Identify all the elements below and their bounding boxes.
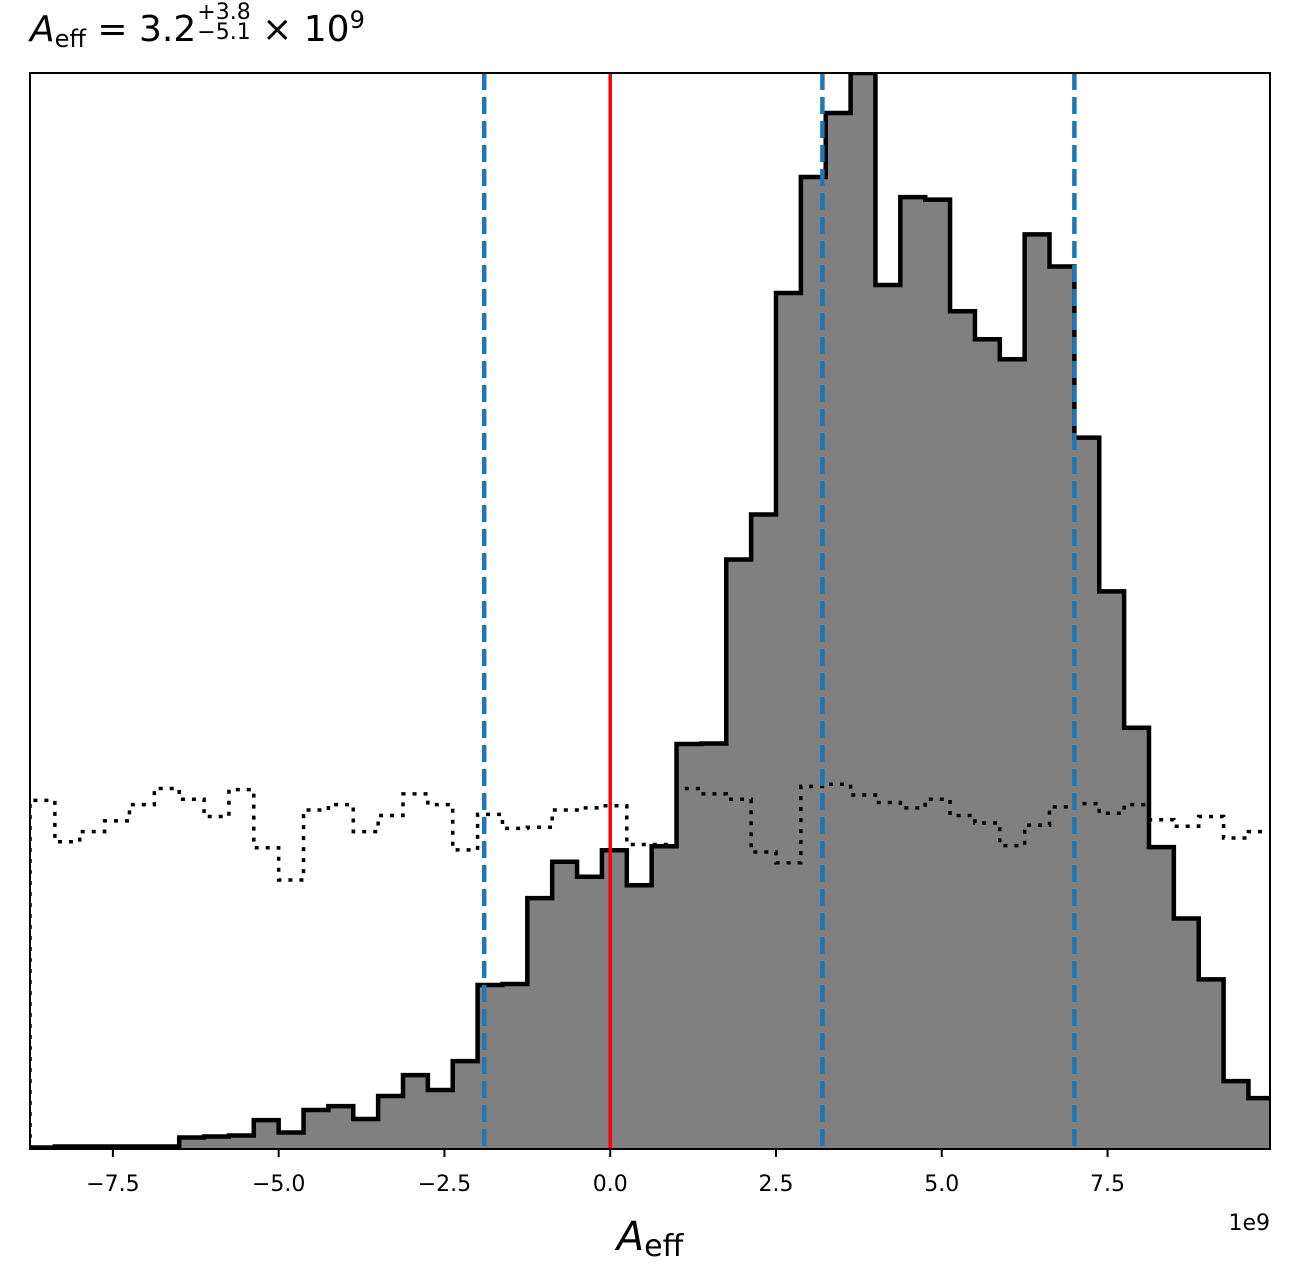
histogram-bar bbox=[974, 339, 1001, 1149]
histogram-bar bbox=[701, 743, 727, 1149]
x-axis-label-subscript: eff bbox=[644, 1229, 684, 1264]
chart-title: Aeff = 3.2 +3.8 −5.1 × 109 bbox=[30, 0, 365, 54]
histogram-bar bbox=[204, 1136, 230, 1149]
x-tick-label: −2.5 bbox=[418, 1172, 471, 1197]
histogram-bar bbox=[1223, 1081, 1250, 1149]
x-axis-label-symbol: A bbox=[614, 1214, 644, 1260]
x-tick-label: 2.5 bbox=[758, 1172, 793, 1197]
histogram-bar bbox=[1099, 591, 1125, 1149]
x-tick-label: −5.0 bbox=[252, 1172, 305, 1197]
plot-area bbox=[30, 73, 1289, 1149]
x-tick-label: −7.5 bbox=[86, 1172, 139, 1197]
histogram-bar bbox=[1148, 847, 1175, 1149]
histogram-bar bbox=[527, 898, 553, 1149]
title-scale: × 10 bbox=[262, 9, 350, 50]
histogram-bar bbox=[900, 197, 926, 1149]
histogram-bar bbox=[278, 1132, 305, 1149]
x-tick-label: 0.0 bbox=[593, 1172, 628, 1197]
histogram-bar bbox=[328, 1106, 354, 1149]
title-symbol: A bbox=[30, 9, 55, 50]
histogram-bar bbox=[427, 1090, 454, 1149]
plot-frame bbox=[29, 72, 1271, 1150]
histogram-bar bbox=[1074, 437, 1100, 1149]
histogram-bar bbox=[950, 311, 976, 1149]
histogram-bar bbox=[999, 359, 1026, 1149]
posterior-outline bbox=[30, 73, 1270, 1149]
histogram-bar bbox=[502, 984, 528, 1149]
histogram-bar bbox=[1198, 979, 1225, 1149]
histogram-bar bbox=[626, 885, 653, 1149]
x-tick-label: 5.0 bbox=[924, 1172, 959, 1197]
histogram-bar bbox=[179, 1137, 205, 1149]
histogram-bar bbox=[1273, 1113, 1289, 1149]
histogram-bar bbox=[477, 985, 504, 1149]
title-lower-error: −5.1 bbox=[197, 20, 251, 45]
histogram-bar bbox=[775, 293, 802, 1149]
chart-marks bbox=[30, 73, 1289, 1149]
histogram-bar bbox=[875, 284, 901, 1149]
histogram-bar bbox=[601, 850, 628, 1149]
title-exponent: 9 bbox=[349, 6, 365, 34]
histogram-bar bbox=[1124, 727, 1150, 1149]
histogram-bar bbox=[1024, 234, 1051, 1149]
histogram-bar bbox=[378, 1096, 404, 1149]
histogram-bar bbox=[1173, 918, 1200, 1149]
histogram-bar bbox=[825, 113, 852, 1149]
histogram-bar bbox=[925, 199, 951, 1149]
title-subscript: eff bbox=[54, 25, 86, 53]
histogram-bar bbox=[676, 743, 702, 1149]
histogram-bar bbox=[726, 559, 752, 1149]
histogram-bar bbox=[651, 846, 678, 1149]
title-median: 3.2 bbox=[139, 9, 197, 50]
x-axis-offset-label: 1e9 bbox=[1228, 1211, 1270, 1236]
title-upper-error: +3.8 bbox=[197, 0, 251, 25]
histogram-bar bbox=[353, 1118, 379, 1149]
x-axis-label: Aeff bbox=[614, 1214, 685, 1264]
x-tick-label: 7.5 bbox=[1090, 1172, 1125, 1197]
histogram-bar bbox=[303, 1110, 329, 1149]
histogram-bar bbox=[228, 1135, 255, 1149]
histogram-bar bbox=[452, 1061, 479, 1149]
histogram-bar bbox=[1049, 266, 1075, 1149]
histogram-bar bbox=[751, 514, 777, 1149]
title-errors: +3.8 −5.1 bbox=[197, 0, 251, 45]
histogram-bar bbox=[850, 73, 877, 1149]
x-ticks: −7.5 −5.0 −2.5 0.0 2.5 5.0 7.5 bbox=[86, 1149, 1125, 1197]
prior-line bbox=[30, 782, 1270, 1149]
histogram-bar bbox=[253, 1120, 280, 1149]
histogram-bar bbox=[402, 1075, 429, 1149]
histogram-bar bbox=[577, 876, 603, 1149]
histogram-bar bbox=[552, 861, 578, 1149]
histogram-bar bbox=[1248, 1098, 1270, 1149]
